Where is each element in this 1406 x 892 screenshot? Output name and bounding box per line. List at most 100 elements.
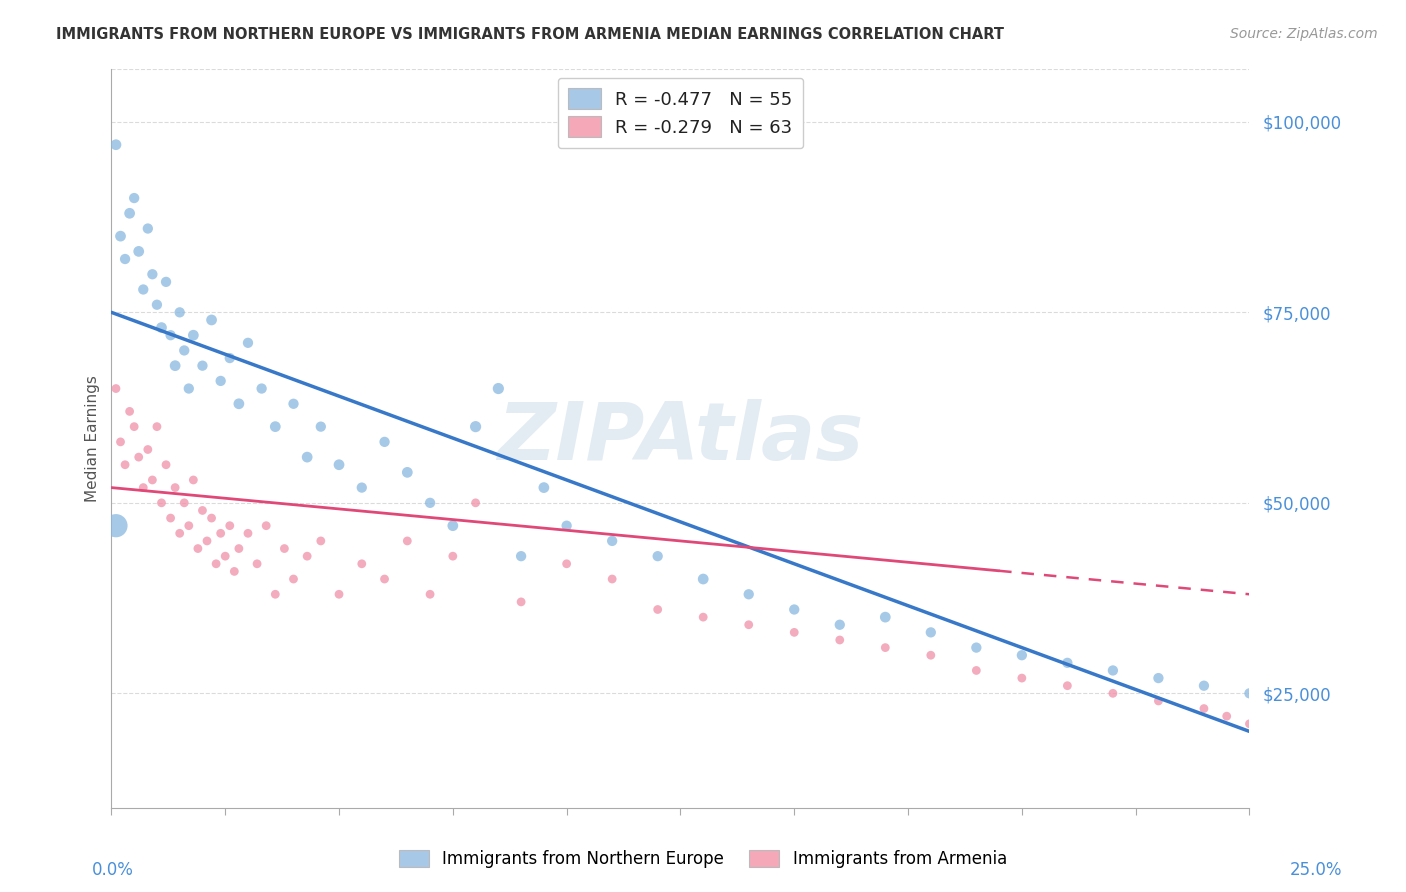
Point <box>920 625 942 640</box>
Y-axis label: Median Earnings: Median Earnings <box>86 375 100 501</box>
Point <box>555 518 578 533</box>
Point <box>1215 709 1237 723</box>
Point <box>183 473 205 487</box>
Point <box>875 640 897 655</box>
Point <box>169 305 191 319</box>
Point <box>396 466 419 480</box>
Text: Source: ZipAtlas.com: Source: ZipAtlas.com <box>1230 27 1378 41</box>
Point <box>209 374 232 388</box>
Point <box>1102 664 1125 678</box>
Point <box>104 518 127 533</box>
Point <box>783 602 806 616</box>
Point <box>555 557 578 571</box>
Point <box>128 244 150 259</box>
Point <box>374 572 396 586</box>
Point <box>218 518 240 533</box>
Point <box>136 442 159 457</box>
Point <box>1239 716 1261 731</box>
Point <box>510 549 533 564</box>
Point <box>177 518 200 533</box>
Point <box>254 518 277 533</box>
Point <box>250 382 273 396</box>
Point <box>205 557 228 571</box>
Point <box>155 458 177 472</box>
Point <box>1284 732 1306 747</box>
Point <box>104 137 127 152</box>
Point <box>295 549 318 564</box>
Point <box>828 632 851 647</box>
Point <box>224 565 246 579</box>
Point <box>114 252 136 266</box>
Point <box>1192 701 1215 715</box>
Point <box>396 533 419 548</box>
Point <box>647 602 669 616</box>
Point <box>374 434 396 449</box>
Point <box>228 397 250 411</box>
Text: ZIPAtlas: ZIPAtlas <box>498 399 863 477</box>
Legend: Immigrants from Northern Europe, Immigrants from Armenia: Immigrants from Northern Europe, Immigra… <box>392 843 1014 875</box>
Point <box>1102 686 1125 700</box>
Point <box>104 382 127 396</box>
Point <box>295 450 318 464</box>
Point <box>228 541 250 556</box>
Point <box>510 595 533 609</box>
Point <box>236 526 259 541</box>
Point <box>159 328 181 343</box>
Point <box>150 320 173 334</box>
Point <box>309 419 332 434</box>
Text: 0.0%: 0.0% <box>91 861 134 879</box>
Point <box>441 549 464 564</box>
Point <box>273 541 295 556</box>
Point <box>150 496 173 510</box>
Point <box>200 313 222 327</box>
Point <box>783 625 806 640</box>
Point <box>464 419 486 434</box>
Point <box>159 511 181 525</box>
Point <box>283 572 305 586</box>
Point <box>828 617 851 632</box>
Point <box>173 496 195 510</box>
Point <box>1239 686 1261 700</box>
Point <box>195 533 218 548</box>
Point <box>110 434 132 449</box>
Point <box>122 191 145 205</box>
Point <box>173 343 195 358</box>
Point <box>118 206 141 220</box>
Point <box>122 419 145 434</box>
Point <box>169 526 191 541</box>
Point <box>738 617 761 632</box>
Point <box>419 587 441 601</box>
Point <box>350 557 373 571</box>
Point <box>1261 724 1284 739</box>
Point <box>114 458 136 472</box>
Point <box>1056 656 1078 670</box>
Point <box>177 382 200 396</box>
Point <box>1056 679 1078 693</box>
Point <box>486 382 509 396</box>
Point <box>200 511 222 525</box>
Point <box>132 481 155 495</box>
Point <box>441 518 464 533</box>
Point <box>309 533 332 548</box>
Point <box>1147 694 1170 708</box>
Point <box>191 503 214 517</box>
Point <box>875 610 897 624</box>
Text: 25.0%: 25.0% <box>1291 861 1343 879</box>
Point <box>165 481 187 495</box>
Point <box>328 587 350 601</box>
Point <box>187 541 209 556</box>
Point <box>1192 679 1215 693</box>
Point <box>350 481 373 495</box>
Text: IMMIGRANTS FROM NORTHERN EUROPE VS IMMIGRANTS FROM ARMENIA MEDIAN EARNINGS CORRE: IMMIGRANTS FROM NORTHERN EUROPE VS IMMIG… <box>56 27 1004 42</box>
Point <box>191 359 214 373</box>
Point <box>647 549 669 564</box>
Point <box>738 587 761 601</box>
Point <box>110 229 132 244</box>
Point <box>132 283 155 297</box>
Point <box>146 298 169 312</box>
Point <box>218 351 240 365</box>
Point <box>165 359 187 373</box>
Point <box>692 610 714 624</box>
Point <box>264 419 287 434</box>
Point <box>965 640 987 655</box>
